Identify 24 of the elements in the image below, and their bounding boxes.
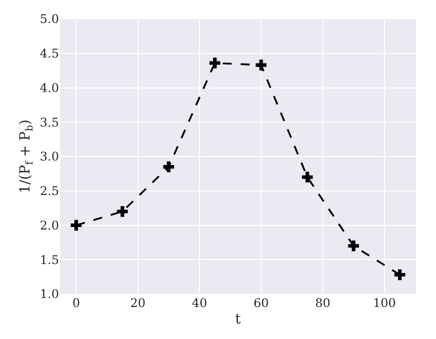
y-tick-label: 1.0 bbox=[40, 287, 59, 302]
y-tick-label: 4.0 bbox=[40, 80, 59, 95]
x-tick-label: 100 bbox=[372, 296, 396, 310]
point bbox=[117, 206, 128, 217]
y-tick-label: 3.5 bbox=[40, 115, 59, 130]
point bbox=[348, 240, 359, 252]
x-tick-label: 60 bbox=[253, 296, 269, 310]
point bbox=[70, 220, 82, 231]
point bbox=[256, 60, 267, 70]
x-axis-title: t bbox=[235, 311, 242, 328]
point bbox=[209, 58, 220, 68]
point bbox=[163, 161, 174, 172]
x-tick-label: 80 bbox=[315, 296, 330, 310]
y-tick-label: 5.0 bbox=[40, 12, 59, 26]
point bbox=[394, 269, 406, 280]
y-tick-label: 3.0 bbox=[40, 150, 59, 164]
x-tick-label: 0 bbox=[72, 296, 80, 310]
x-tick-label: 20 bbox=[130, 296, 146, 310]
y-tick-label: 1.5 bbox=[40, 252, 59, 267]
x-tick-label: 40 bbox=[192, 296, 208, 310]
y-tick-label: 4.5 bbox=[40, 46, 59, 61]
point bbox=[302, 172, 313, 183]
y-tick-label: 2.0 bbox=[40, 218, 59, 232]
y-tick-label: 2.5 bbox=[40, 184, 59, 198]
